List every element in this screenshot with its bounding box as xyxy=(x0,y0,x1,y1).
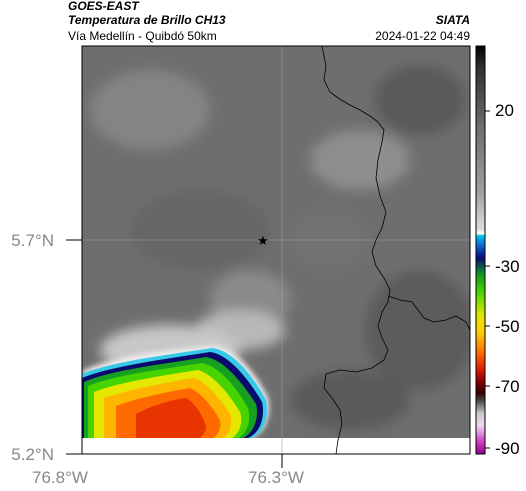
colorbar-tick-label: -70 xyxy=(495,377,520,396)
map-frame xyxy=(81,45,471,455)
colorbar-tick-label: -90 xyxy=(495,439,520,458)
lat-tick-label: 5.2°N xyxy=(11,445,54,464)
municipal-border xyxy=(387,295,471,331)
location-star-icon: ★ xyxy=(257,234,269,249)
lon-tick-label: 76.8°W xyxy=(32,468,88,487)
colorbar-ticks xyxy=(485,110,490,449)
organization-label: SIATA xyxy=(435,13,470,27)
product-title: Temperatura de Brillo CH13 xyxy=(68,13,226,27)
region-label: Vía Medellín - Quibdó 50km xyxy=(68,29,217,43)
lon-tick-label: 76.3°W xyxy=(248,468,304,487)
lat-tick-label: 5.7°N xyxy=(11,231,54,250)
colorbar-tick-label: 20 xyxy=(495,101,514,120)
colorbar xyxy=(475,45,486,455)
colorbar-tick-label: -30 xyxy=(495,257,520,276)
brightness-temperature-image xyxy=(82,46,470,438)
datetime-label: 2024-01-22 04:49 xyxy=(375,29,470,43)
satellite-label: GOES-EAST xyxy=(68,0,139,13)
colorbar-tick-label: -50 xyxy=(495,317,520,336)
department-border xyxy=(321,45,391,455)
